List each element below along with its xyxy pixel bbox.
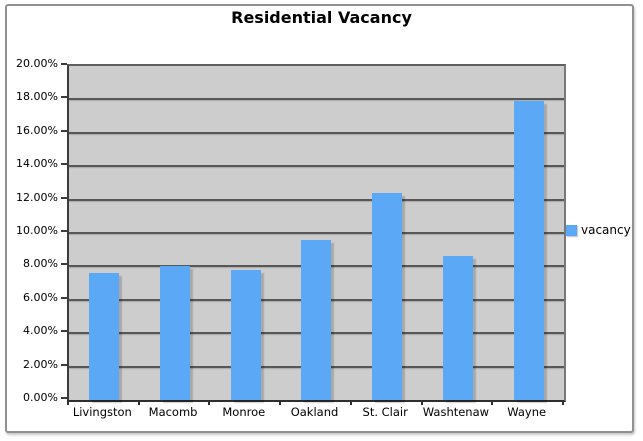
y-axis-tick <box>61 397 67 399</box>
y-axis-tick <box>61 196 67 199</box>
y-axis-label: 14.00% <box>16 157 58 171</box>
x-axis-label-monroe: Monroe <box>222 405 266 419</box>
bar-monroe[interactable] <box>231 270 261 400</box>
x-axis-label-washtenaw: Washtenaw <box>422 405 490 419</box>
legend-swatch-vacancy <box>566 224 577 236</box>
y-axis-tick <box>61 129 67 132</box>
legend-label: vacancy <box>581 223 631 237</box>
y-axis-label: 12.00% <box>16 190 58 204</box>
y-axis-tick <box>61 330 67 333</box>
x-axis-tick <box>491 400 493 405</box>
gridline-18.00% <box>69 98 564 101</box>
x-axis-label-oakland: Oakland <box>290 405 339 419</box>
y-axis-tick <box>61 263 67 266</box>
legend[interactable]: vacancy <box>566 223 631 237</box>
gridline-10.00% <box>69 232 564 234</box>
y-axis-label: 2.00% <box>23 357 58 371</box>
y-axis-tick <box>61 363 67 366</box>
x-axis-label-livingston: Livingston <box>72 405 132 419</box>
bar-oakland[interactable] <box>301 240 331 400</box>
y-axis-label: 8.00% <box>23 257 58 271</box>
x-axis-tick <box>562 400 564 405</box>
x-axis-tick <box>350 400 352 405</box>
plot-area <box>67 64 566 402</box>
y-axis-tick <box>61 296 67 299</box>
y-axis-label: 10.00% <box>16 224 58 237</box>
x-axis-tick <box>279 400 281 405</box>
gridline-16.00% <box>69 131 564 134</box>
chart-title: Residential Vacancy <box>231 8 412 27</box>
y-axis-tick <box>61 96 67 99</box>
y-axis-label: 20.00% <box>16 57 58 70</box>
x-axis-label-wayne: Wayne <box>507 405 547 419</box>
bar-livingston[interactable] <box>89 273 119 400</box>
x-axis-tick <box>67 400 69 405</box>
bar-st-clair[interactable] <box>372 193 402 400</box>
gridline-14.00% <box>69 165 564 168</box>
y-axis-label: 0.00% <box>23 391 58 404</box>
y-axis-tick <box>61 63 67 65</box>
y-axis-tick <box>61 163 67 166</box>
y-axis-label: 6.00% <box>23 290 58 304</box>
gridline-12.00% <box>69 198 564 201</box>
bar-washtenaw[interactable] <box>443 256 473 400</box>
y-axis-label: 4.00% <box>23 324 58 338</box>
y-axis-label: 18.00% <box>16 90 58 104</box>
x-axis-tick <box>138 400 140 405</box>
x-axis-tick <box>208 400 210 405</box>
y-axis-label: 16.00% <box>16 123 58 137</box>
x-axis-label-macomb: Macomb <box>148 405 198 419</box>
y-axis-tick <box>61 230 67 232</box>
bar-wayne[interactable] <box>514 101 544 400</box>
x-axis-label-st-clair: St. Clair <box>362 405 408 419</box>
x-axis-tick <box>421 400 423 405</box>
bar-macomb[interactable] <box>160 266 190 400</box>
